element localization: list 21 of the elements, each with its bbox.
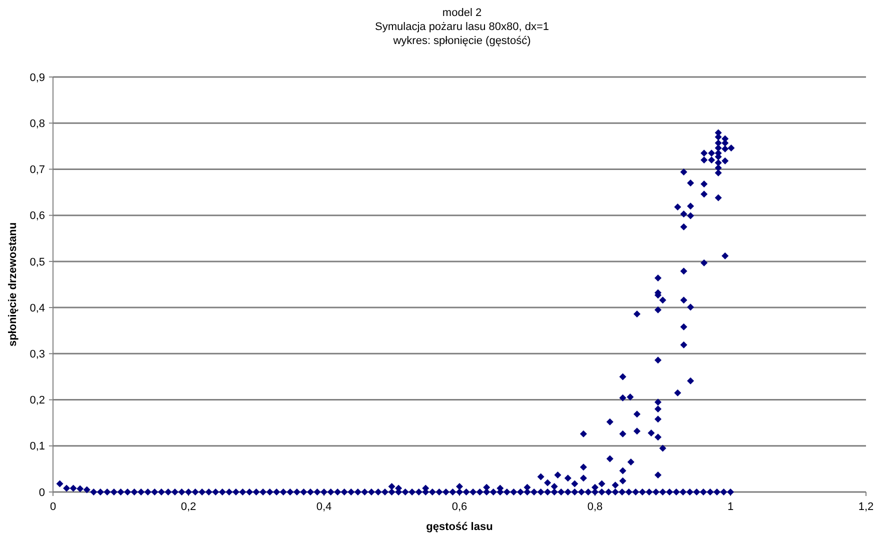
x-tick-label: 1 [727, 501, 734, 513]
x-tick-label: 0,4 [316, 501, 332, 513]
y-tick-label: 0 [38, 486, 45, 499]
x-tick-label: 0,8 [587, 501, 603, 513]
y-tick-label: 0,8 [30, 118, 45, 130]
x-tick-label: 0,6 [452, 501, 468, 513]
y-tick-label: 0,2 [30, 394, 45, 407]
x-tick-label: 1,2 [858, 501, 874, 513]
x-tick-label: 0,2 [180, 501, 196, 513]
y-tick-label: 0,3 [30, 348, 45, 361]
y-tick-label: 0,7 [30, 164, 45, 176]
chart-subtitle: Symulacja pożaru lasu 80x80, dx=1 wykres: spłonięcie (gęstość) [375, 21, 549, 47]
chart-title: model 2 [442, 7, 482, 19]
x-tick-label: 0 [50, 501, 56, 513]
y-tick-label: 0,6 [30, 210, 45, 222]
x-axis-title: gęstość lasu [426, 521, 493, 533]
y-tick-label: 0,1 [30, 440, 45, 453]
y-axis-title: spłonięcie drzewostanu [7, 222, 19, 347]
y-tick-label: 0,9 [30, 72, 45, 84]
y-tick-label: 0,5 [30, 256, 45, 268]
y-tick-label: 0,4 [30, 302, 45, 314]
